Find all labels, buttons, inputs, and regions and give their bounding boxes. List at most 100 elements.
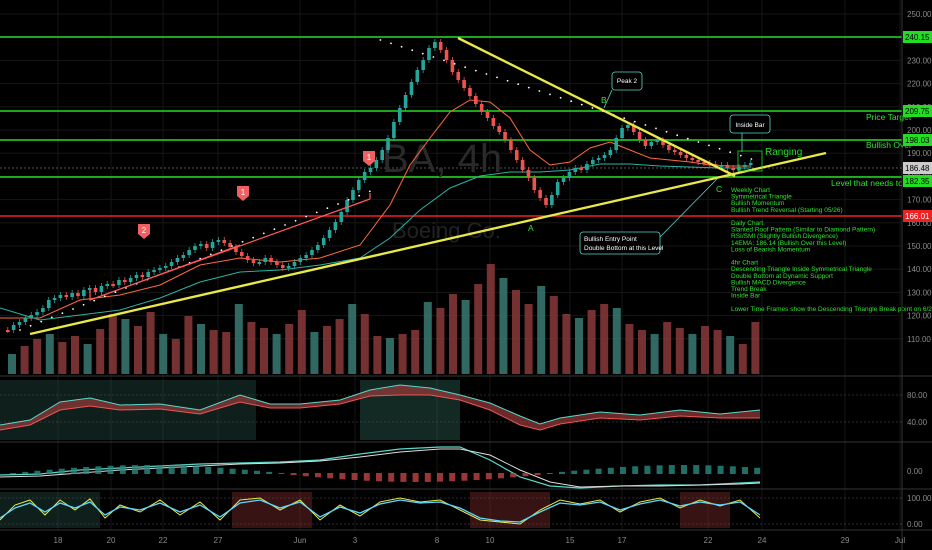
price-tag: [903, 162, 932, 174]
note-line: Daily Chart: [731, 220, 763, 227]
time-tick: 3: [353, 536, 358, 545]
note-line: Symmetrical Triangle: [731, 194, 792, 201]
point-c-label: C: [716, 184, 722, 194]
svg-text:Double Bottom at this Level: Double Bottom at this Level: [584, 245, 664, 252]
svg-text:1: 1: [367, 153, 372, 162]
price-tag-text: 182.35: [905, 177, 930, 186]
point-a-label: A: [528, 223, 534, 233]
price-tick: 230.00: [907, 56, 932, 65]
note-line: Trend Break: [731, 286, 767, 293]
time-tick: 24: [758, 536, 767, 545]
time-tick: 22: [704, 536, 713, 545]
indicator-axes: 80.00 40.00 0.00 100.00 0.00: [907, 391, 932, 529]
rsi-pane[interactable]: [0, 492, 902, 528]
price-tick: 150.00: [907, 242, 932, 251]
price-tick: 170.00: [907, 196, 932, 205]
volume-bars: [8, 264, 760, 374]
ranging-label: Ranging: [765, 147, 802, 158]
price-tag: [903, 134, 932, 146]
price-tick: 250.00: [907, 10, 932, 19]
level-hold-label: Level that needs to Hold: [831, 178, 923, 188]
watermark-symbol: BA, 4h: [382, 137, 502, 181]
svg-text:2: 2: [142, 226, 147, 235]
note-line: 4hr Chart: [731, 260, 758, 267]
price-tick: 220.00: [907, 80, 932, 89]
candlesticks: [6, 39, 753, 333]
time-tick: Jul: [895, 536, 905, 545]
grid: [0, 0, 902, 530]
inside-bar-callout[interactable]: Inside Bar: [729, 114, 771, 152]
time-tick: 20: [107, 536, 116, 545]
smi-pane[interactable]: [0, 380, 902, 440]
price-tick: 130.00: [907, 288, 932, 297]
time-tick: 15: [566, 536, 575, 545]
ascending-trendline[interactable]: [29, 151, 827, 336]
note-line: Lower Time Frames show the Descending Tr…: [731, 306, 932, 313]
moving-averages: [0, 99, 750, 321]
svg-text:100.00: 100.00: [907, 494, 932, 503]
price-tag: [903, 105, 932, 117]
marker-2[interactable]: 2: [138, 224, 150, 239]
time-tick: 8: [435, 536, 440, 545]
note-line: Weekly Chart: [731, 187, 770, 194]
annotations: A B C Peak 2 Inside Bar Ranging Bullish …: [528, 71, 923, 255]
price-tag-text: 166.01: [905, 212, 930, 221]
svg-text:0.00: 0.00: [907, 520, 923, 529]
macd-pane[interactable]: [0, 446, 761, 489]
note-line: 14EMA: 186.14 (Bullish Over this Level): [731, 240, 846, 247]
price-tag-text: 186.48: [905, 164, 930, 173]
price-tick: 110.00: [907, 335, 931, 344]
price-tick: 190.00: [907, 149, 932, 158]
price-tag-text: 240.15: [905, 33, 930, 42]
note-line: Bullish Momentum: [731, 200, 784, 207]
peak2-callout[interactable]: Peak 2: [603, 71, 643, 109]
time-tick: 18: [54, 536, 63, 545]
time-tick: 29: [841, 536, 850, 545]
price-tick: 160.00: [907, 219, 932, 228]
note-line: Bullish Trend Reversal (Starting 05/26): [731, 207, 843, 214]
svg-text:1: 1: [241, 188, 246, 197]
price-tag: [903, 31, 932, 43]
svg-text:Bullish Entry Point: Bullish Entry Point: [584, 236, 637, 243]
time-tick: 17: [618, 536, 627, 545]
svg-text:Peak 2: Peak 2: [617, 78, 638, 85]
marker-1a[interactable]: 1: [363, 151, 375, 166]
price-tick: 140.00: [907, 265, 932, 274]
note-line: Loss of Bearish Momentum: [731, 246, 810, 253]
descending-trendline[interactable]: [457, 36, 736, 178]
time-tick: 27: [214, 536, 223, 545]
ema-slow: [0, 163, 750, 321]
note-line: RSI/SMI (Slightly Bullish Divergence): [731, 233, 838, 240]
trend-lines: [29, 36, 827, 336]
time-axis[interactable]: 18 20 22 27 Jun 3 8 10 15 17 22 24 29 Jul: [54, 536, 906, 545]
note-line: Descending Triangle Inside Symmetrical T…: [731, 266, 872, 273]
point-b-label: B: [601, 95, 607, 105]
pattern-markers: 1 1 2: [138, 151, 375, 239]
price-tag: [903, 210, 932, 222]
time-tick: 10: [486, 536, 495, 545]
note-line: Double Bottom at Dynamic Support: [731, 273, 833, 280]
time-tick: 22: [159, 536, 168, 545]
ranging-box[interactable]: [737, 150, 763, 172]
ema-fast: [0, 99, 750, 319]
time-tick: Jun: [294, 536, 307, 545]
entry-callout[interactable]: Bullish Entry Point Double Bottom at thi…: [579, 177, 719, 255]
svg-text:40.00: 40.00: [907, 418, 928, 427]
note-line: Slanted Roof Pattern (Similar to Diamond…: [731, 227, 875, 234]
price-target-label: Price Target: [866, 112, 912, 122]
price-tag-text: 198.03: [905, 136, 930, 145]
bullish-over-label: Bullish Over: [866, 140, 912, 150]
price-tick: 200.00: [907, 126, 932, 135]
svg-text:0.00: 0.00: [907, 467, 923, 476]
price-tag: [903, 175, 932, 187]
svg-text:Inside Bar: Inside Bar: [735, 122, 765, 129]
price-tick: 120.00: [907, 312, 932, 321]
price-tags: 240.15 209.75 198.03 186.48 182.35 166.01: [903, 31, 932, 222]
note-line: Bullish MACD Divergence: [731, 279, 806, 286]
marker-1b[interactable]: 1: [237, 186, 249, 201]
svg-text:80.00: 80.00: [907, 391, 928, 400]
